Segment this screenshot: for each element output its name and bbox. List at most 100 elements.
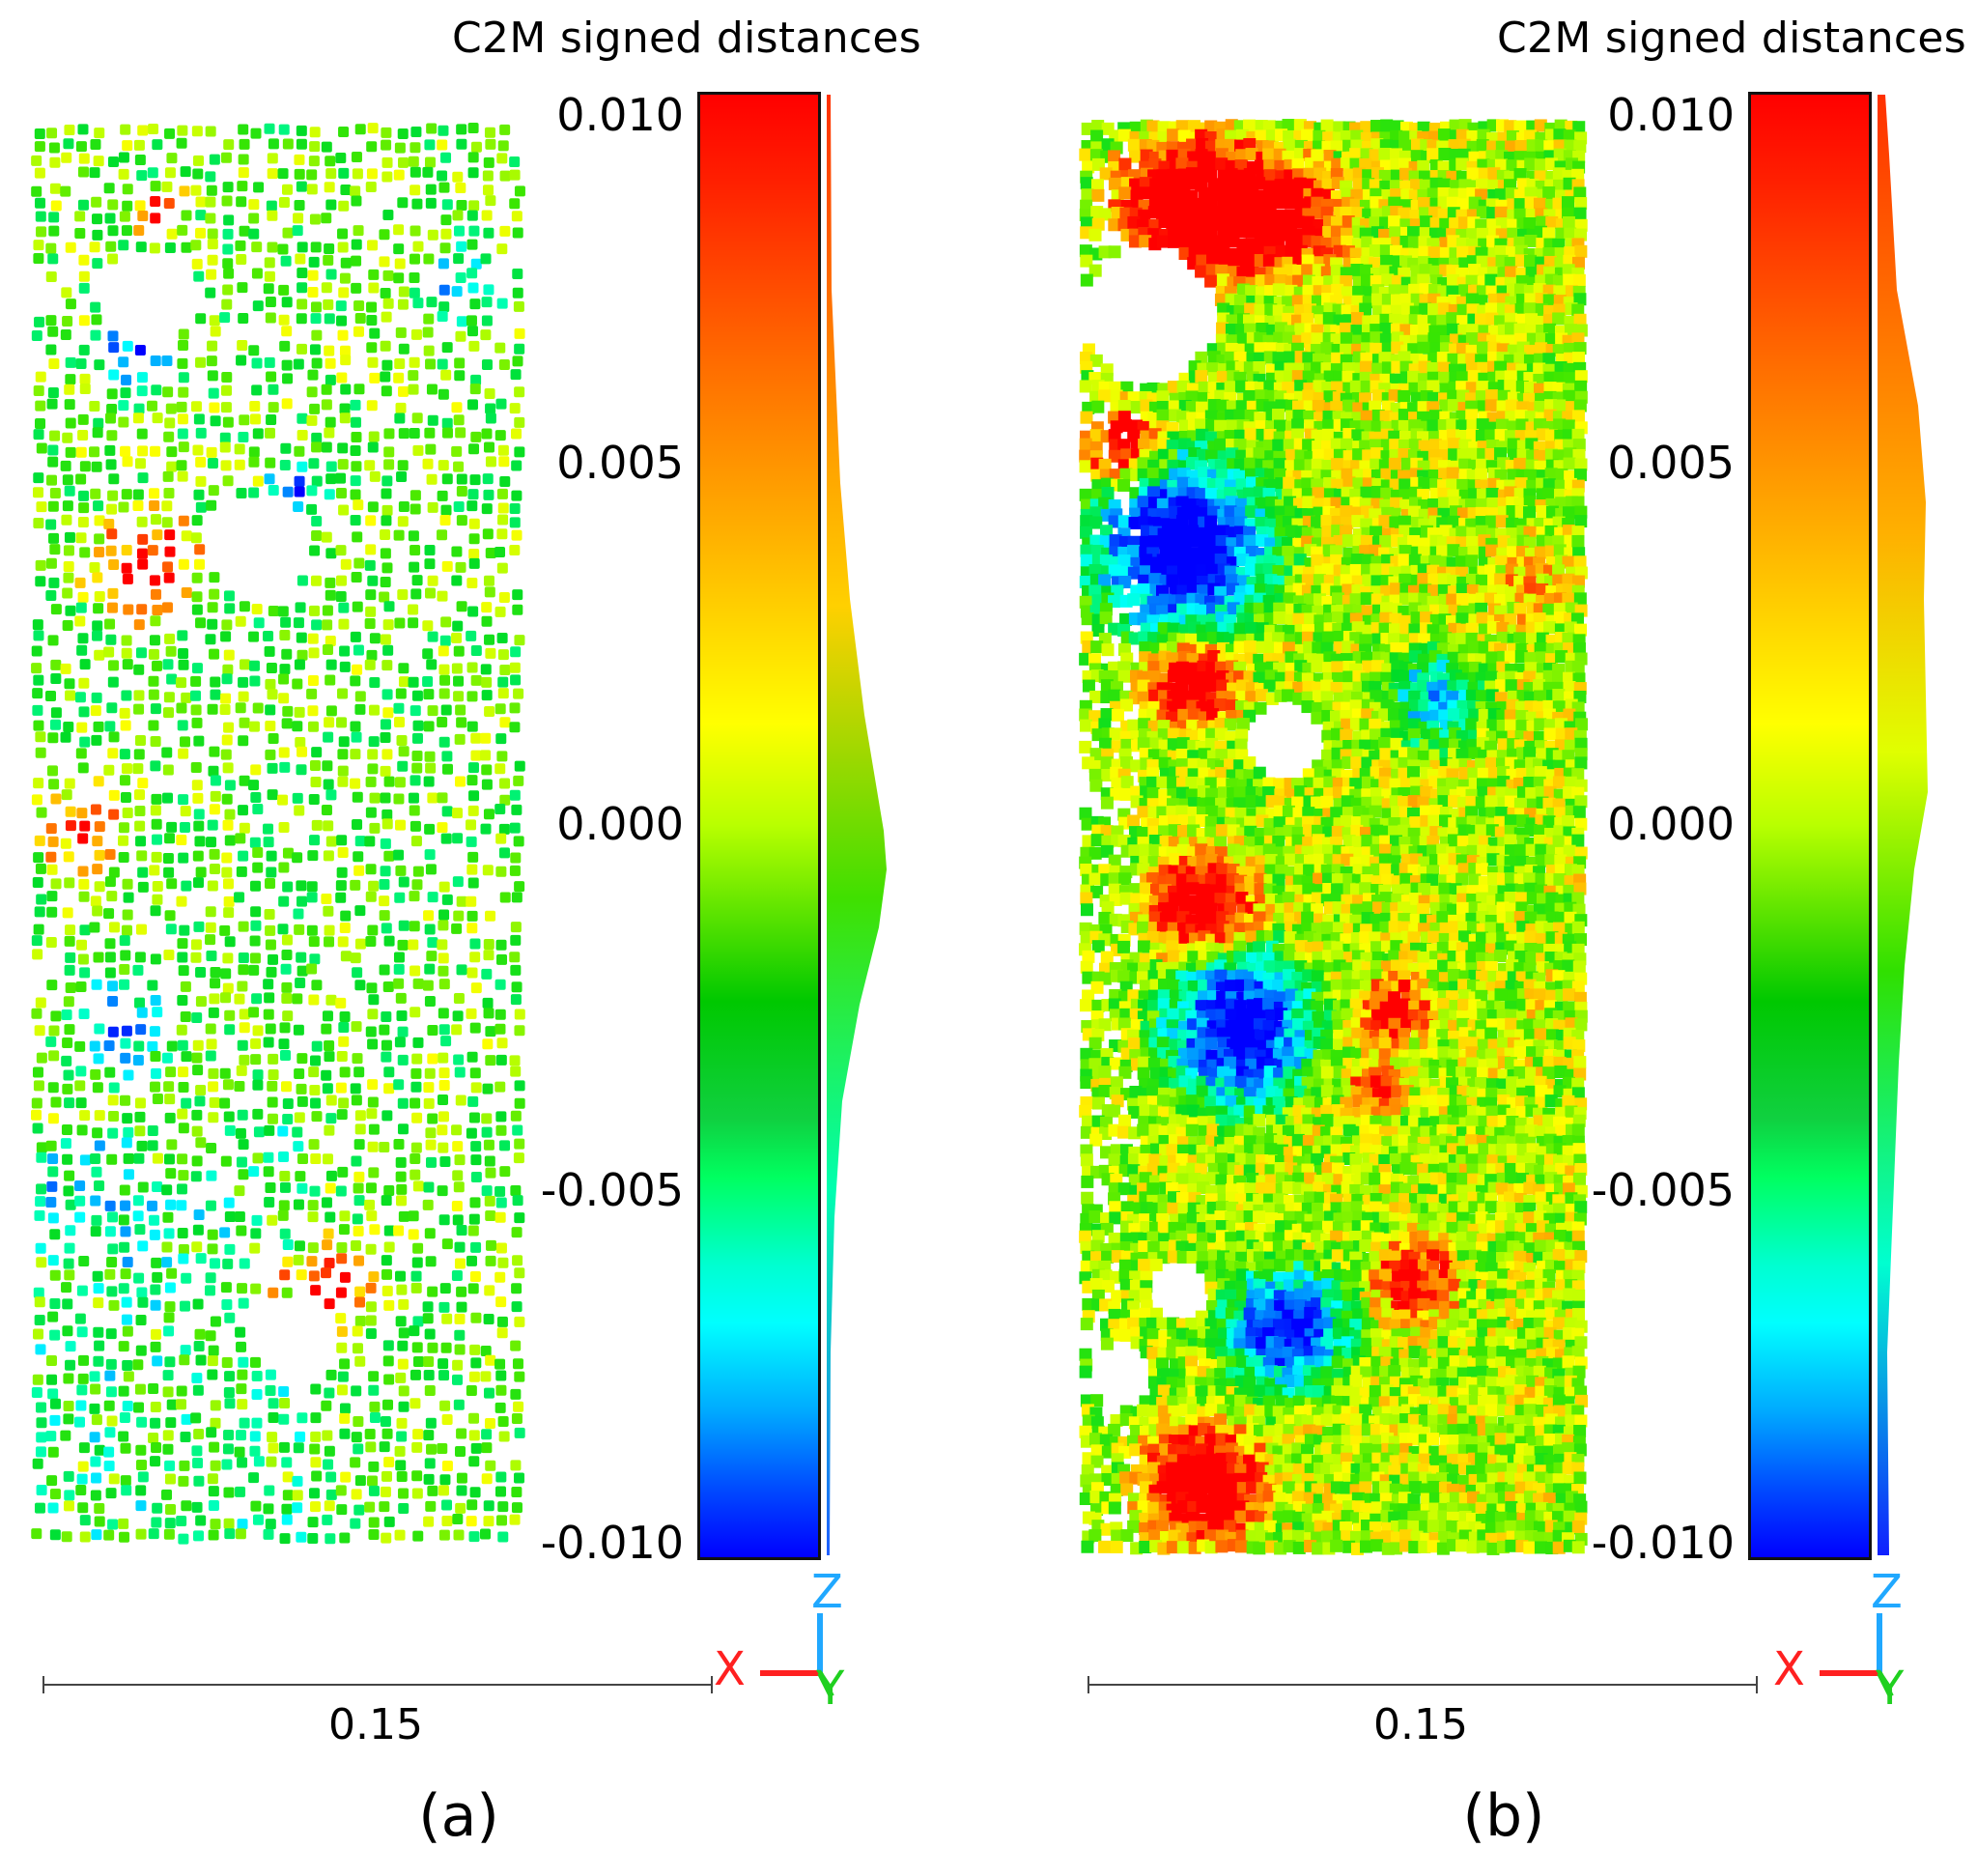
cloud-point <box>469 1067 481 1079</box>
cloud-point <box>513 1152 524 1164</box>
cloud-point <box>206 499 217 511</box>
cloud-point <box>62 500 73 512</box>
cloud-point <box>179 185 190 197</box>
cloud-point <box>293 358 304 370</box>
cloud-point <box>195 1084 207 1095</box>
cloud-point <box>32 619 43 631</box>
panel-b: C2M signed distances 0.010 0.005 0.000 -… <box>989 0 1977 1876</box>
cloud-point <box>107 995 119 1007</box>
cloud-point <box>481 428 493 440</box>
cloud-point <box>496 153 508 164</box>
cloud-point <box>412 866 424 877</box>
cloud-point <box>178 647 189 659</box>
cloud-point <box>122 184 133 195</box>
cloud-point <box>383 1241 395 1253</box>
cloud-point <box>236 1065 247 1076</box>
cloud-point <box>381 1195 392 1207</box>
cloud-point <box>191 1241 203 1253</box>
cloud-point <box>35 863 46 874</box>
cloud-point <box>308 936 320 948</box>
cloud-point <box>438 258 449 270</box>
cloud-point <box>278 1038 290 1050</box>
cloud-point <box>268 732 279 744</box>
cloud-point <box>150 355 161 366</box>
cloud-point <box>324 313 335 325</box>
cloud-point <box>277 243 289 255</box>
cloud-point <box>90 301 101 313</box>
cloud-point <box>162 470 174 482</box>
cloud-point <box>103 646 115 658</box>
cloud-point <box>209 864 220 875</box>
cloud-point <box>135 242 147 253</box>
cloud-point <box>398 501 410 513</box>
cloud-point <box>350 399 361 411</box>
cloud-point <box>166 1267 178 1279</box>
cloud-point <box>76 808 88 819</box>
cloud-point <box>281 992 293 1004</box>
cloud-point <box>485 1354 496 1366</box>
cloud-point <box>62 587 73 599</box>
cloud-point <box>251 357 263 369</box>
cloud-point <box>354 980 366 991</box>
cloud-point <box>321 1069 332 1081</box>
cloud-point <box>79 384 91 395</box>
cloud-point <box>498 823 510 835</box>
cloud-point <box>45 1355 57 1367</box>
cloud-point <box>93 500 104 512</box>
cloud-point <box>514 1009 525 1020</box>
cloud-point <box>31 1008 42 1019</box>
cloud-point <box>136 1287 148 1298</box>
cloud-point <box>455 704 466 716</box>
cloud-point <box>161 355 173 366</box>
point-cloud-view[interactable] <box>0 0 988 1642</box>
cloud-point <box>177 630 188 641</box>
cloud-point <box>481 764 493 776</box>
cloud-point <box>453 253 465 265</box>
cloud-point <box>178 558 189 570</box>
cloud-point <box>134 806 146 817</box>
cloud-point <box>368 994 380 1006</box>
cloud-point <box>164 1301 176 1313</box>
cloud-point <box>338 1097 350 1109</box>
cloud-point <box>47 326 59 337</box>
cloud-point <box>47 1152 59 1164</box>
cloud-point <box>150 181 161 192</box>
cloud-point <box>339 645 351 657</box>
cloud-point <box>367 1079 379 1091</box>
cloud-point <box>190 952 202 963</box>
cloud-point <box>147 545 158 556</box>
cloud-point <box>499 794 511 806</box>
cloud-point <box>510 852 522 864</box>
cloud-point <box>321 531 332 543</box>
cloud-point <box>121 374 132 385</box>
cloud-point <box>250 906 262 918</box>
cloud-point <box>61 1055 72 1066</box>
cloud-point <box>163 1081 175 1093</box>
cloud-point <box>381 1110 393 1122</box>
cloud-point <box>210 326 221 337</box>
cloud-point <box>454 1344 466 1355</box>
cloud-point <box>107 748 119 759</box>
cloud-point <box>264 427 275 439</box>
cloud-point <box>147 167 158 179</box>
cloud-point <box>91 314 102 326</box>
cloud-point <box>267 153 278 164</box>
cloud-point <box>369 372 381 384</box>
cloud-point <box>369 822 381 834</box>
cloud-point <box>311 475 323 487</box>
cloud-point <box>311 515 323 526</box>
cloud-point <box>383 1225 395 1236</box>
cloud-point <box>438 1111 449 1123</box>
cloud-point <box>137 881 149 893</box>
cloud-point <box>351 195 362 207</box>
cloud-point <box>89 401 100 412</box>
cloud-point <box>323 779 334 790</box>
cloud-point <box>61 1282 72 1293</box>
cloud-point <box>132 1359 144 1371</box>
cloud-point <box>64 678 75 690</box>
cloud-point <box>296 313 307 325</box>
cloud-point <box>425 1139 437 1151</box>
cloud-point <box>238 850 249 862</box>
cloud-point <box>249 675 261 687</box>
cloud-point <box>133 1152 145 1164</box>
